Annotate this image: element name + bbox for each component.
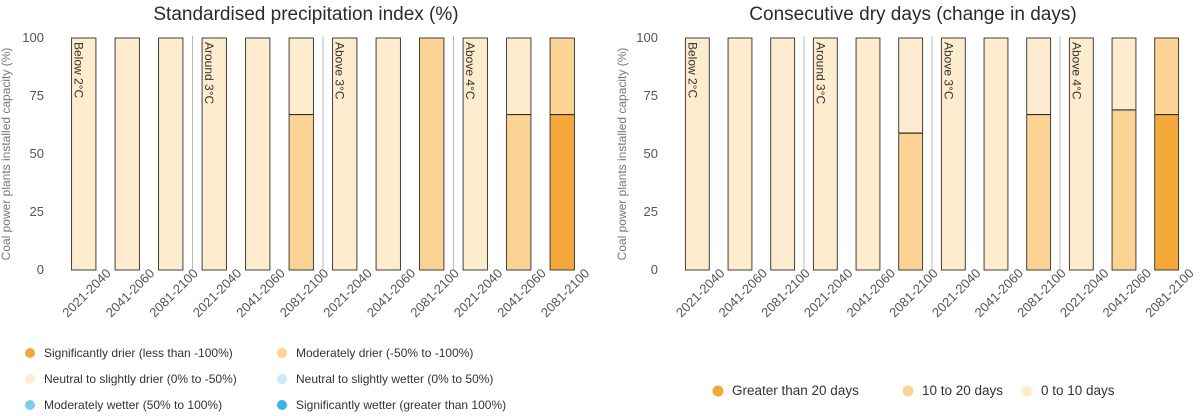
scenario-label: Around 3°C [813,42,827,105]
bar-outline [1068,37,1094,271]
legend-swatch [277,374,287,384]
y-tick-label: 0 [651,262,658,277]
scenario-label: Around 3°C [202,42,216,105]
bar-segment [550,38,575,115]
bar-segment [770,38,795,270]
chart-title: Consecutive dry days (change in days) [749,4,1076,25]
scenario-label: Above 4°C [463,42,477,100]
y-tick-label: 100 [22,30,44,45]
y-axis-label: Coal power plants installed capacity (%) [0,48,13,261]
bar-outline [158,37,184,271]
legend-swatch [25,400,35,410]
bar-outline [419,37,445,271]
bar-outline [770,37,796,271]
bar-segment [71,38,96,270]
bar-segment [463,38,488,270]
bar-outline [1026,37,1052,271]
bar-segment [984,38,1008,270]
bar-outline [940,37,966,271]
y-tick-label: 75 [30,88,44,103]
bar-outline [1111,37,1137,271]
bar-outline [375,37,401,271]
bar-segment [685,38,710,270]
bar-outline [1154,37,1180,271]
legend-swatch [25,374,35,384]
legend-label: 10 to 20 days [922,383,1003,398]
scenario-label: Above 3°C [941,42,955,100]
legend-label: Significantly wetter (greater than 100%) [296,398,506,412]
bar-segment [856,38,880,270]
bar-segment [1112,38,1136,110]
bar-outline [549,37,575,271]
bar-outline [812,37,838,271]
legend-swatch [902,385,914,397]
y-tick-label: 0 [37,262,44,277]
bar-outline [71,37,97,271]
y-tick-label: 75 [644,88,658,103]
bar-segment [332,38,357,270]
legend-swatch [277,400,287,410]
bar-outline [855,37,881,271]
bar-outline [462,37,488,271]
bar-outline [727,37,753,271]
y-tick-label: 50 [644,146,658,161]
dry-days-chart: Consecutive dry days (change in days) Coa… [615,4,1197,398]
bar-outline [245,37,271,271]
scenario-label: Above 3°C [333,42,347,100]
bar-outline [114,37,140,271]
scenario-label: Below 2°C [685,42,699,98]
y-tick-label: 25 [644,204,658,219]
bar-segment [1112,109,1136,270]
bar-segment [941,38,966,270]
legend-swatch [1021,385,1033,397]
legend-swatch [712,385,724,397]
bar-segment [1026,38,1051,115]
bar-segment [898,38,923,134]
bar-outline [201,37,227,271]
bar-outline [332,37,358,271]
bar-segment [158,38,183,270]
y-tick-label: 100 [636,30,658,45]
bar-segment [289,38,314,115]
chart-title: Standardised precipitation index (%) [153,4,458,25]
y-axis-label: Coal power plants installed capacity (%) [615,48,629,261]
bar-segment [550,114,575,270]
legend-label: Greater than 20 days [732,383,859,398]
legend-label: Moderately drier (-50% to -100%) [296,346,473,360]
bar-segment [506,38,531,115]
legend-swatch [277,348,287,358]
bar-segment [1154,38,1179,115]
bar-outline [898,37,924,271]
bar-outline [983,37,1009,271]
bar-outline [288,37,314,271]
bar-segment [245,38,270,270]
bar-segment [1026,114,1051,270]
legend-label: Neutral to slightly drier (0% to -50%) [44,372,237,386]
bar-segment [1154,114,1179,270]
bar-segment [813,38,838,270]
bar-segment [728,38,752,270]
y-tick-label: 25 [30,204,44,219]
scenario-label: Below 2°C [72,42,86,98]
y-tick-label: 50 [30,146,44,161]
bar-segment [506,114,531,270]
legend-swatch [25,348,35,358]
bar-segment [419,38,444,270]
bar-outline [506,37,532,271]
bar-segment [289,114,314,270]
bar-segment [115,38,140,270]
bar-outline [684,37,710,271]
scenario-label: Above 4°C [1069,42,1083,100]
legend-label: Neutral to slightly wetter (0% to 50%) [296,372,493,386]
bar-segment [1069,38,1094,270]
bar-segment [202,38,227,270]
legend-label: Significantly drier (less than -100%) [44,346,233,360]
precipitation-chart: Standardised precipitation index (%) Coal… [0,4,592,412]
legend-label: 0 to 10 days [1041,383,1115,398]
bar-segment [898,133,923,270]
legend-label: Moderately wetter (50% to 100%) [44,398,222,412]
bar-segment [376,38,401,270]
